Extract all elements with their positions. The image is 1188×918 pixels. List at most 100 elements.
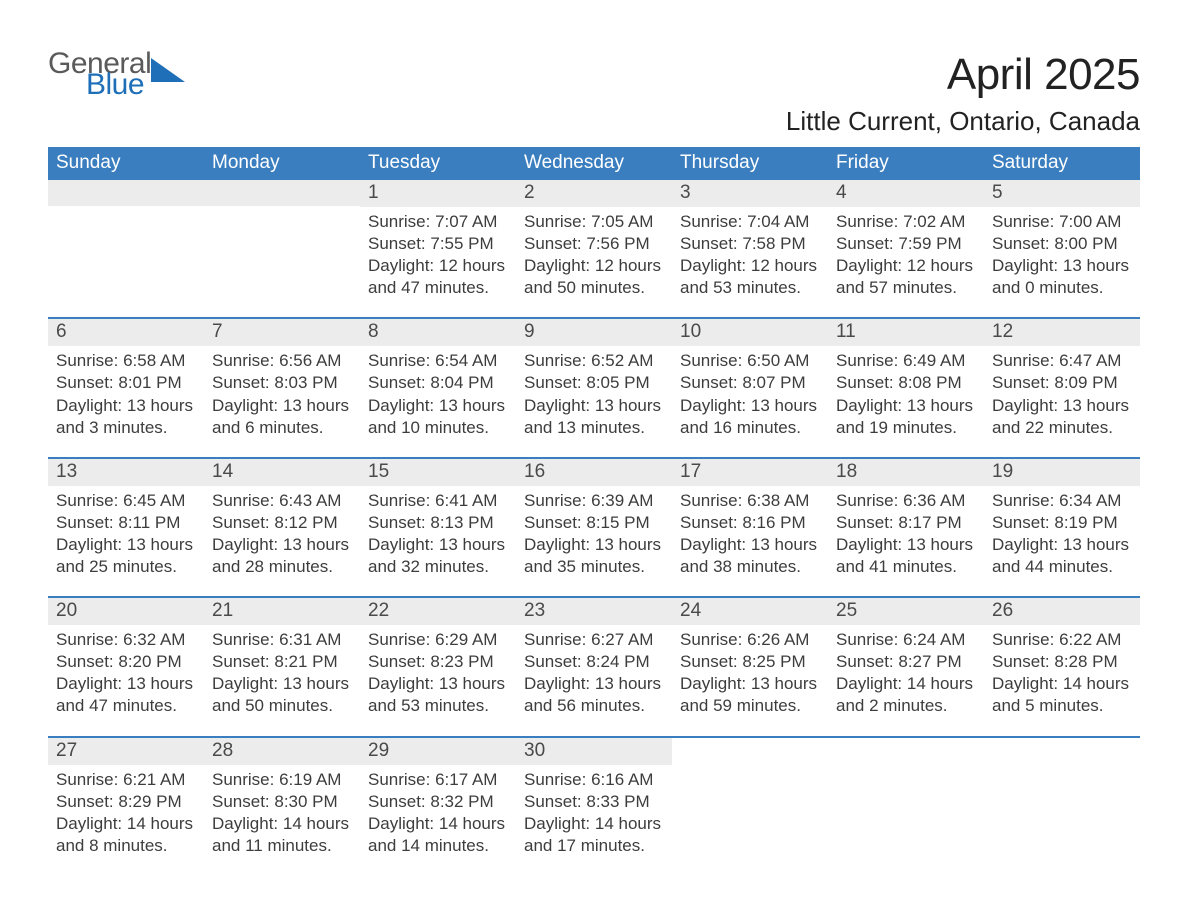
daylight-text: Daylight: 13 hours and 32 minutes. xyxy=(368,534,508,578)
day-cell: 25Sunrise: 6:24 AMSunset: 8:27 PMDayligh… xyxy=(828,598,984,735)
day-number xyxy=(828,738,984,764)
sunset-text: Sunset: 8:21 PM xyxy=(212,651,352,673)
sunrise-text: Sunrise: 6:32 AM xyxy=(56,629,196,651)
day-number: 8 xyxy=(360,319,516,346)
calendar-grid: SundayMondayTuesdayWednesdayThursdayFrid… xyxy=(48,147,1140,875)
day-body: Sunrise: 6:34 AMSunset: 8:19 PMDaylight:… xyxy=(984,486,1140,578)
day-body: Sunrise: 7:07 AMSunset: 7:55 PMDaylight:… xyxy=(360,207,516,299)
sunset-text: Sunset: 8:28 PM xyxy=(992,651,1132,673)
sunrise-text: Sunrise: 6:36 AM xyxy=(836,490,976,512)
daylight-text: Daylight: 12 hours and 57 minutes. xyxy=(836,255,976,299)
day-number: 21 xyxy=(204,598,360,625)
sunrise-text: Sunrise: 6:34 AM xyxy=(992,490,1132,512)
day-body: Sunrise: 6:38 AMSunset: 8:16 PMDaylight:… xyxy=(672,486,828,578)
daylight-text: Daylight: 13 hours and 50 minutes. xyxy=(212,673,352,717)
day-cell: 5Sunrise: 7:00 AMSunset: 8:00 PMDaylight… xyxy=(984,180,1140,317)
sunrise-text: Sunrise: 6:26 AM xyxy=(680,629,820,651)
daylight-text: Daylight: 13 hours and 28 minutes. xyxy=(212,534,352,578)
sunrise-text: Sunrise: 6:47 AM xyxy=(992,350,1132,372)
day-cell: 22Sunrise: 6:29 AMSunset: 8:23 PMDayligh… xyxy=(360,598,516,735)
day-body: Sunrise: 6:27 AMSunset: 8:24 PMDaylight:… xyxy=(516,625,672,717)
day-cell: 9Sunrise: 6:52 AMSunset: 8:05 PMDaylight… xyxy=(516,319,672,456)
sunrise-text: Sunrise: 6:41 AM xyxy=(368,490,508,512)
sunset-text: Sunset: 8:13 PM xyxy=(368,512,508,534)
dow-header-cell: Tuesday xyxy=(360,147,516,180)
sunset-text: Sunset: 8:17 PM xyxy=(836,512,976,534)
dow-header-cell: Thursday xyxy=(672,147,828,180)
day-number: 7 xyxy=(204,319,360,346)
day-cell: 2Sunrise: 7:05 AMSunset: 7:56 PMDaylight… xyxy=(516,180,672,317)
day-cell xyxy=(672,738,828,875)
day-body: Sunrise: 6:32 AMSunset: 8:20 PMDaylight:… xyxy=(48,625,204,717)
day-cell xyxy=(204,180,360,317)
day-cell: 26Sunrise: 6:22 AMSunset: 8:28 PMDayligh… xyxy=(984,598,1140,735)
day-cell: 4Sunrise: 7:02 AMSunset: 7:59 PMDaylight… xyxy=(828,180,984,317)
day-cell: 20Sunrise: 6:32 AMSunset: 8:20 PMDayligh… xyxy=(48,598,204,735)
daylight-text: Daylight: 14 hours and 11 minutes. xyxy=(212,813,352,857)
day-number: 5 xyxy=(984,180,1140,207)
sunrise-text: Sunrise: 7:00 AM xyxy=(992,211,1132,233)
day-body: Sunrise: 6:26 AMSunset: 8:25 PMDaylight:… xyxy=(672,625,828,717)
dow-header-cell: Monday xyxy=(204,147,360,180)
sunset-text: Sunset: 8:27 PM xyxy=(836,651,976,673)
day-body: Sunrise: 6:39 AMSunset: 8:15 PMDaylight:… xyxy=(516,486,672,578)
month-title: April 2025 xyxy=(786,50,1140,100)
sunrise-text: Sunrise: 6:21 AM xyxy=(56,769,196,791)
day-number: 29 xyxy=(360,738,516,765)
sunset-text: Sunset: 8:15 PM xyxy=(524,512,664,534)
day-body: Sunrise: 6:50 AMSunset: 8:07 PMDaylight:… xyxy=(672,346,828,438)
day-cell: 10Sunrise: 6:50 AMSunset: 8:07 PMDayligh… xyxy=(672,319,828,456)
daylight-text: Daylight: 13 hours and 59 minutes. xyxy=(680,673,820,717)
daylight-text: Daylight: 13 hours and 41 minutes. xyxy=(836,534,976,578)
day-cell: 14Sunrise: 6:43 AMSunset: 8:12 PMDayligh… xyxy=(204,459,360,596)
day-cell: 17Sunrise: 6:38 AMSunset: 8:16 PMDayligh… xyxy=(672,459,828,596)
day-number xyxy=(48,180,204,206)
daylight-text: Daylight: 13 hours and 6 minutes. xyxy=(212,395,352,439)
day-number: 24 xyxy=(672,598,828,625)
day-cell: 28Sunrise: 6:19 AMSunset: 8:30 PMDayligh… xyxy=(204,738,360,875)
day-number xyxy=(204,180,360,206)
daylight-text: Daylight: 13 hours and 22 minutes. xyxy=(992,395,1132,439)
day-number: 3 xyxy=(672,180,828,207)
day-number: 27 xyxy=(48,738,204,765)
daylight-text: Daylight: 13 hours and 44 minutes. xyxy=(992,534,1132,578)
sunrise-text: Sunrise: 6:29 AM xyxy=(368,629,508,651)
sunset-text: Sunset: 7:58 PM xyxy=(680,233,820,255)
daylight-text: Daylight: 14 hours and 14 minutes. xyxy=(368,813,508,857)
sunrise-text: Sunrise: 6:16 AM xyxy=(524,769,664,791)
day-body: Sunrise: 6:29 AMSunset: 8:23 PMDaylight:… xyxy=(360,625,516,717)
dow-header-cell: Saturday xyxy=(984,147,1140,180)
day-number xyxy=(984,738,1140,764)
day-body: Sunrise: 6:31 AMSunset: 8:21 PMDaylight:… xyxy=(204,625,360,717)
day-number: 22 xyxy=(360,598,516,625)
day-body: Sunrise: 6:49 AMSunset: 8:08 PMDaylight:… xyxy=(828,346,984,438)
sunset-text: Sunset: 7:55 PM xyxy=(368,233,508,255)
week-row: 1Sunrise: 7:07 AMSunset: 7:55 PMDaylight… xyxy=(48,180,1140,317)
daylight-text: Daylight: 13 hours and 16 minutes. xyxy=(680,395,820,439)
sunset-text: Sunset: 8:33 PM xyxy=(524,791,664,813)
sunset-text: Sunset: 8:00 PM xyxy=(992,233,1132,255)
sunrise-text: Sunrise: 6:27 AM xyxy=(524,629,664,651)
daylight-text: Daylight: 12 hours and 47 minutes. xyxy=(368,255,508,299)
day-body: Sunrise: 6:21 AMSunset: 8:29 PMDaylight:… xyxy=(48,765,204,857)
day-number: 6 xyxy=(48,319,204,346)
sunset-text: Sunset: 8:09 PM xyxy=(992,372,1132,394)
day-number: 12 xyxy=(984,319,1140,346)
day-body: Sunrise: 6:41 AMSunset: 8:13 PMDaylight:… xyxy=(360,486,516,578)
day-cell: 6Sunrise: 6:58 AMSunset: 8:01 PMDaylight… xyxy=(48,319,204,456)
day-cell: 7Sunrise: 6:56 AMSunset: 8:03 PMDaylight… xyxy=(204,319,360,456)
week-row: 20Sunrise: 6:32 AMSunset: 8:20 PMDayligh… xyxy=(48,596,1140,735)
sunrise-text: Sunrise: 7:07 AM xyxy=(368,211,508,233)
day-body: Sunrise: 7:02 AMSunset: 7:59 PMDaylight:… xyxy=(828,207,984,299)
sunrise-text: Sunrise: 6:50 AM xyxy=(680,350,820,372)
day-number: 9 xyxy=(516,319,672,346)
day-number: 2 xyxy=(516,180,672,207)
sunset-text: Sunset: 7:56 PM xyxy=(524,233,664,255)
day-cell: 18Sunrise: 6:36 AMSunset: 8:17 PMDayligh… xyxy=(828,459,984,596)
day-number: 30 xyxy=(516,738,672,765)
day-body: Sunrise: 7:04 AMSunset: 7:58 PMDaylight:… xyxy=(672,207,828,299)
sunset-text: Sunset: 8:07 PM xyxy=(680,372,820,394)
header: General Blue April 2025 Little Current, … xyxy=(48,50,1140,137)
day-number: 17 xyxy=(672,459,828,486)
day-body: Sunrise: 6:47 AMSunset: 8:09 PMDaylight:… xyxy=(984,346,1140,438)
